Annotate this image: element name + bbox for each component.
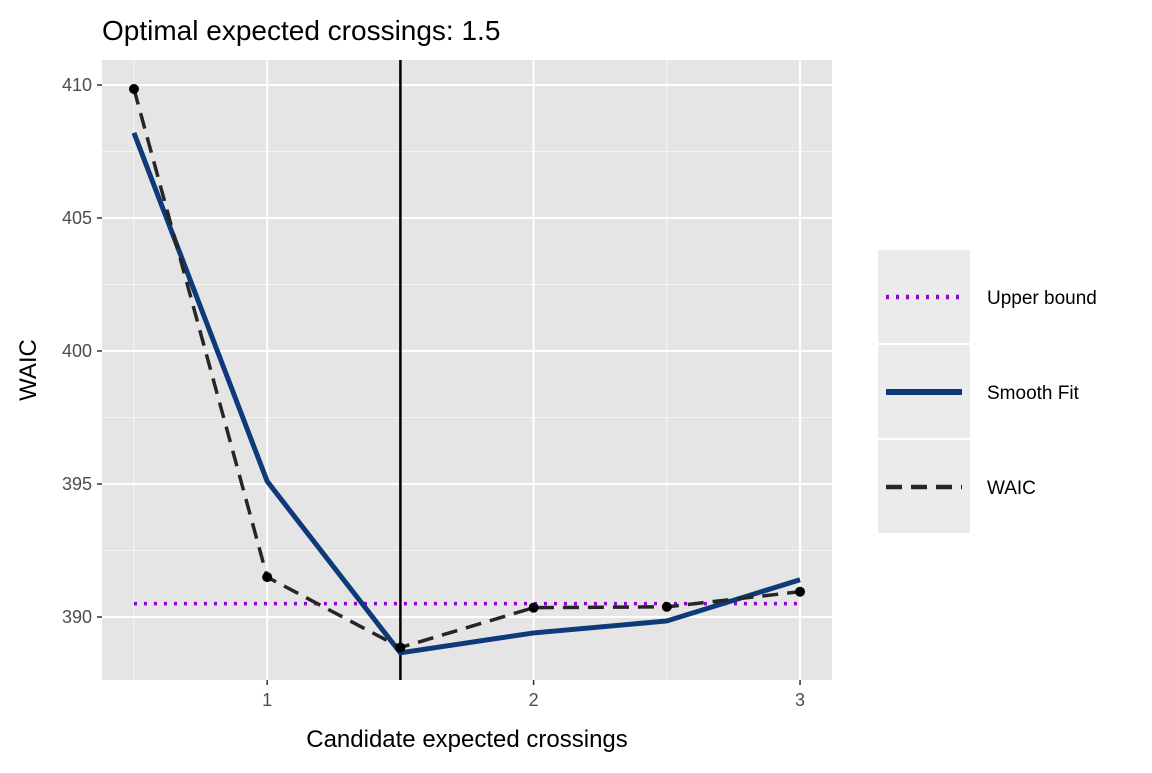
y-tick-label: 390 (62, 607, 92, 627)
x-axis-label: Candidate expected crossings (306, 726, 628, 753)
legend-label: Upper bound (987, 288, 1097, 309)
y-tick-label: 395 (62, 474, 92, 494)
y-tick-label: 400 (62, 341, 92, 361)
x-tick-label: 2 (529, 690, 539, 710)
legend-label: Smooth Fit (987, 383, 1080, 404)
data-point (528, 602, 539, 613)
x-tick-label: 3 (795, 690, 805, 710)
data-point (661, 601, 672, 612)
y-tick-label: 405 (62, 208, 92, 228)
data-point (262, 572, 273, 583)
legend-key-background (878, 250, 970, 343)
series-line-smooth-fit (131, 131, 801, 656)
plot-panel (102, 60, 832, 680)
data-point (128, 83, 139, 94)
y-tick-label: 410 (62, 75, 92, 95)
legend: Upper bound Smooth Fit WAIC (878, 250, 1097, 533)
x-tick-label: 1 (262, 690, 272, 710)
chart-title: Optimal expected crossings: 1.5 (102, 15, 500, 46)
data-point (395, 642, 406, 653)
legend-label: WAIC (987, 478, 1036, 499)
series-line-waic (132, 88, 801, 650)
y-axis-label: WAIC (15, 339, 42, 401)
data-point (795, 586, 806, 597)
